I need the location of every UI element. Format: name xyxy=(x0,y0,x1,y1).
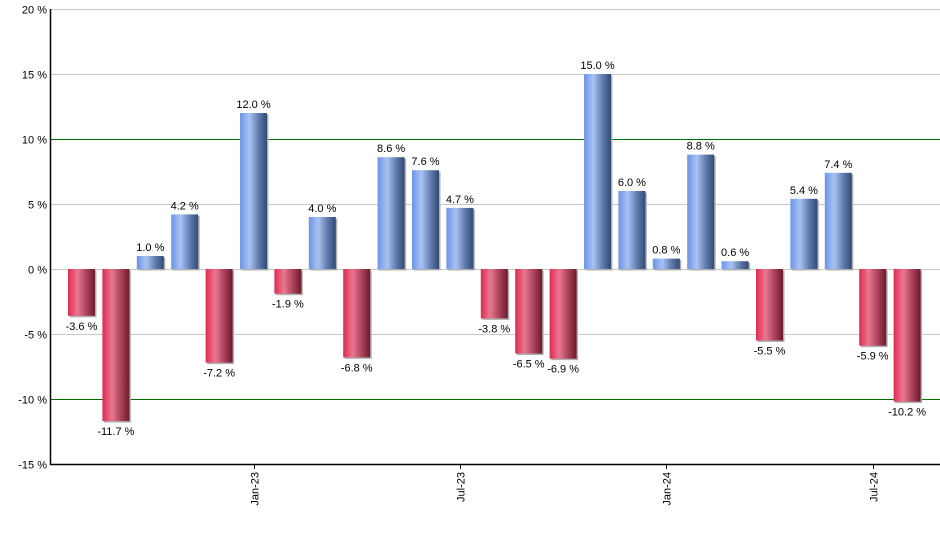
bar-positive xyxy=(171,214,199,269)
data-label: 4.7 % xyxy=(446,194,474,206)
data-label: -1.9 % xyxy=(272,299,304,311)
data-label: 7.6 % xyxy=(411,156,439,168)
bar-negative xyxy=(480,269,508,319)
y-tick-label: 5 % xyxy=(28,200,47,212)
bar-positive xyxy=(584,74,611,269)
data-label: -5.5 % xyxy=(754,346,786,358)
data-label: -11.7 % xyxy=(97,426,134,438)
y-tick-label: 0 % xyxy=(28,265,47,277)
bar-positive xyxy=(412,170,439,269)
x-tick-label: Jul-24 xyxy=(869,472,881,502)
data-label: -6.5 % xyxy=(513,359,545,371)
bar-negative xyxy=(859,269,887,346)
bar-positive xyxy=(618,191,646,269)
data-label: 5.4 % xyxy=(790,185,818,197)
y-tick-label: 10 % xyxy=(22,135,47,147)
bar-negative xyxy=(68,269,95,316)
bar-negative xyxy=(274,269,302,294)
bar-positive xyxy=(446,207,474,269)
data-label: 4.0 % xyxy=(308,203,336,215)
x-tick-label: Jan-23 xyxy=(250,472,262,506)
x-tick-label: Jul-23 xyxy=(456,472,468,502)
bar-positive xyxy=(652,258,680,269)
bar-negative xyxy=(756,269,783,341)
y-tick-label: -5 % xyxy=(24,330,47,342)
y-tick-label: 20 % xyxy=(22,5,47,17)
bar-positive xyxy=(687,154,715,269)
data-label: -10.2 % xyxy=(888,407,926,419)
bars xyxy=(68,74,923,423)
data-label: -6.9 % xyxy=(547,364,579,376)
bar-positive xyxy=(308,217,336,269)
bar-positive xyxy=(377,157,405,269)
bar-positive xyxy=(790,198,818,269)
data-label: -3.8 % xyxy=(478,323,510,335)
y-tick-label: -15 % xyxy=(18,460,47,472)
bar-positive xyxy=(721,261,749,269)
data-label: 0.6 % xyxy=(721,247,749,259)
bar-positive xyxy=(240,113,267,269)
data-label: 12.0 % xyxy=(236,99,270,111)
data-label: -6.8 % xyxy=(341,362,373,374)
y-tick-label: 15 % xyxy=(22,70,47,82)
data-label: 1.0 % xyxy=(136,242,164,254)
data-labels: -3.6 % -11.7 % 1.0 % 4.2 % -7.2 % 12.0 % -1.9 … xyxy=(66,60,927,438)
bar-positive xyxy=(136,256,164,269)
bar-negative xyxy=(515,269,543,354)
data-label: 8.6 % xyxy=(377,143,405,155)
bar-negative xyxy=(205,269,233,363)
y-tick-label: -10 % xyxy=(18,395,47,407)
bar-negative xyxy=(343,269,371,358)
data-label: 6.0 % xyxy=(618,177,646,189)
axes: 20 % 15 % 10 % 5 % 0 % -5 % -10 % -15 % Jan-23 Ju… xyxy=(18,5,940,506)
bar-negative xyxy=(549,269,577,359)
data-label: 15.0 % xyxy=(580,60,614,72)
bar-negative xyxy=(102,269,130,422)
data-label: -5.9 % xyxy=(857,351,889,363)
data-label: 4.2 % xyxy=(171,200,199,212)
x-tick-label: Jan-24 xyxy=(662,472,674,506)
data-label: -7.2 % xyxy=(203,368,235,380)
data-label: 8.8 % xyxy=(687,141,715,153)
data-label: 0.8 % xyxy=(652,245,680,257)
data-label: 7.4 % xyxy=(824,159,852,171)
bar-positive xyxy=(824,172,852,269)
bar-negative xyxy=(893,269,921,402)
data-label: -3.6 % xyxy=(66,321,98,333)
